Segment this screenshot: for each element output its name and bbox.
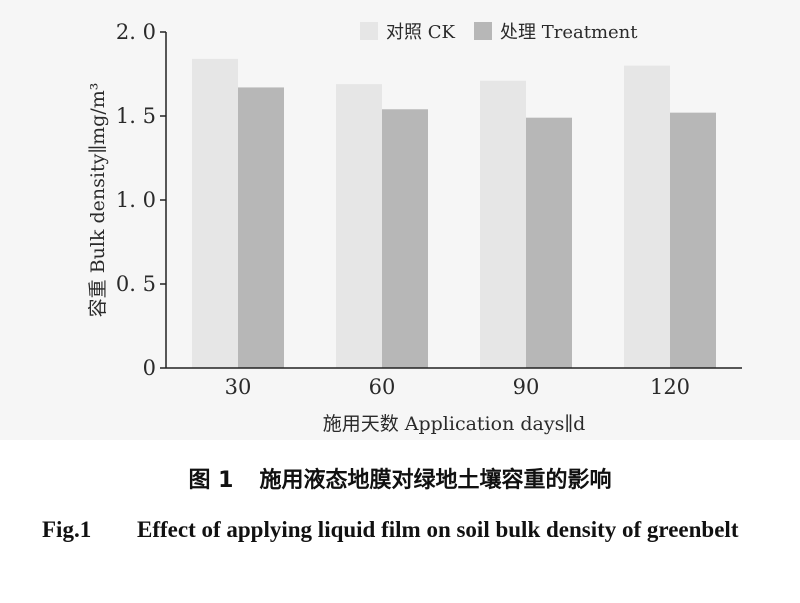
y-axis-title: 容重 Bulk density∥mg/m³ xyxy=(87,83,109,318)
y-tick-label: 1. 5 xyxy=(116,104,156,128)
x-tick-label: 60 xyxy=(369,375,396,399)
y-tick-label: 0. 5 xyxy=(116,272,156,296)
x-tick-label: 120 xyxy=(650,375,690,399)
bars-group xyxy=(192,58,716,369)
x-tick-label: 30 xyxy=(225,375,252,399)
y-tick-label: 0 xyxy=(143,356,156,380)
caption-en-title: Effect of applying liquid film on soil b… xyxy=(137,517,739,542)
x-tick-label: 90 xyxy=(513,375,540,399)
legend-label-treatment: 处理 Treatment xyxy=(500,22,638,43)
x-axis-title: 施用天数 Application days∥d xyxy=(323,413,586,435)
bar-ck-60 xyxy=(336,84,382,368)
caption-cn-number: 图 1 xyxy=(188,468,234,493)
legend-label-ck: 对照 CK xyxy=(386,22,455,43)
bar-treatment-120 xyxy=(670,112,716,368)
legend-swatch-treatment xyxy=(474,22,492,40)
bar-ck-90 xyxy=(480,80,526,368)
y-tick-label: 2. 0 xyxy=(116,20,156,44)
y-tick-label: 1. 0 xyxy=(116,188,156,212)
bar-treatment-60 xyxy=(382,109,428,368)
legend: 对照 CK 处理 Treatment xyxy=(360,22,638,43)
bar-chart: 0 0. 5 1. 0 1. 5 2. 0 30 60 90 120 对照 CK 处理 Trea… xyxy=(87,20,742,435)
caption-en-number: Fig.1 xyxy=(42,517,92,542)
caption-chinese: 图 1 施用液态地膜对绿地土壤容重的影响 xyxy=(0,462,800,494)
bar-treatment-90 xyxy=(526,117,572,369)
bar-treatment-30 xyxy=(238,87,284,368)
legend-swatch-ck xyxy=(360,22,378,40)
bar-ck-120 xyxy=(624,65,670,368)
y-ticks: 0 0. 5 1. 0 1. 5 2. 0 xyxy=(116,20,166,380)
caption-cn-title: 施用液态地膜对绿地土壤容重的影响 xyxy=(259,468,612,493)
x-ticks: 30 60 90 120 xyxy=(225,375,690,399)
bar-ck-30 xyxy=(192,58,238,368)
